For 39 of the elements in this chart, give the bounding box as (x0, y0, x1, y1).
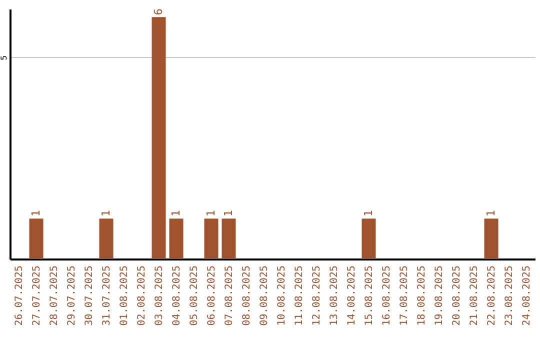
data-label: 1 (484, 210, 498, 217)
x-tick-label: 14.08.2025 (346, 266, 358, 326)
data-label: 1 (204, 210, 218, 217)
x-tick-label: 27.07.2025 (31, 266, 42, 326)
x-tick-label: 18.08.2025 (416, 266, 428, 326)
data-label: 1 (29, 210, 42, 217)
x-tick-label: 09.08.2025 (258, 266, 270, 326)
x-tick-label: 30.07.2025 (84, 266, 95, 326)
x-tick-label: 11.08.2025 (294, 266, 305, 326)
x-tick-label: 01.08.2025 (118, 266, 130, 326)
x-tick-label: 08.08.2025 (241, 266, 252, 326)
x-tick-label: 26.07.2025 (14, 266, 25, 326)
x-tick-label: 15.08.2025 (364, 266, 375, 326)
x-tick-label: 20.08.2025 (451, 266, 462, 326)
x-tick-label: 23.08.2025 (504, 266, 515, 326)
x-tick-label: 17.08.2025 (398, 266, 410, 326)
x-tick-label: 19.08.2025 (434, 266, 445, 326)
data-label: 6 (152, 8, 165, 16)
x-tick-label: 10.08.2025 (276, 266, 288, 326)
x-tick-label: 06.08.2025 (206, 266, 218, 326)
x-tick-label: 16.08.2025 (381, 266, 392, 326)
x-tick-label: 24.08.2025 (521, 266, 532, 326)
x-tick-label: 02.08.2025 (136, 266, 148, 326)
data-label: 1 (222, 210, 235, 217)
x-tick-label: 28.07.2025 (48, 266, 60, 326)
x-tick-label: 31.07.2025 (101, 266, 112, 326)
x-tick-label: 07.08.2025 (224, 266, 235, 326)
data-label: 1 (99, 210, 112, 217)
y-tick-label: 5 (0, 55, 8, 60)
x-tick-label: 12.08.2025 (311, 266, 322, 326)
x-tick-label: 05.08.2025 (188, 266, 200, 326)
x-tick-label: 13.08.2025 (328, 266, 340, 326)
data-label: 1 (362, 210, 375, 217)
x-tick-label: 29.07.2025 (66, 266, 78, 326)
data-label: 1 (169, 210, 182, 217)
x-tick-label: 22.08.2025 (486, 266, 498, 326)
x-tick-label: 21.08.2025 (468, 266, 480, 326)
x-tick-label: 04.08.2025 (171, 266, 182, 326)
x-tick-label: 03.08.2025 (154, 266, 165, 326)
